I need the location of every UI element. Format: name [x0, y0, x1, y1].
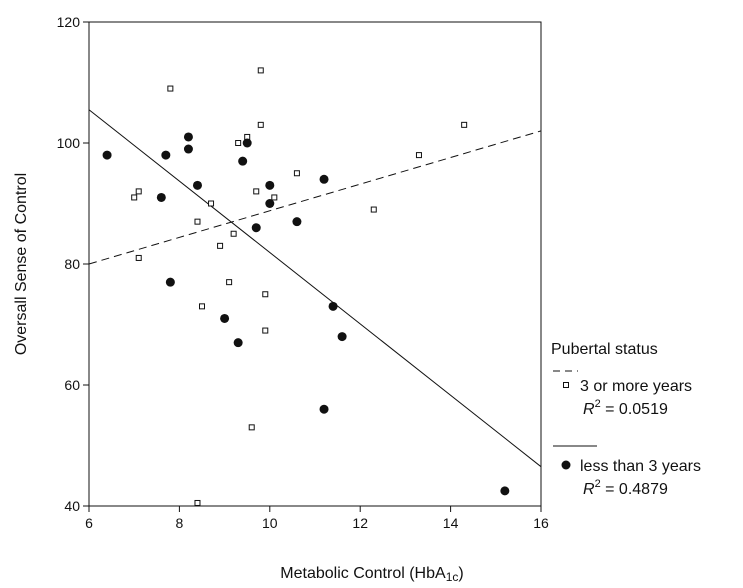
point-less-than-3 [183, 132, 193, 142]
point-3-or-more [293, 170, 300, 177]
point-3-or-more [135, 188, 142, 195]
point-3-or-more [131, 194, 138, 201]
fit-line-less-than-3 [88, 109, 542, 468]
r2-value: = 0.0519 [601, 401, 668, 418]
point-less-than-3 [238, 156, 248, 166]
y-tick-label: 100 [57, 135, 81, 151]
legend-filled-circle-marker [561, 460, 571, 470]
point-less-than-3 [242, 138, 252, 148]
point-3-or-more [135, 254, 142, 261]
point-less-than-3 [319, 404, 329, 414]
point-less-than-3 [165, 277, 175, 287]
r2-exp: 2 [595, 398, 601, 410]
y-tick-label: 60 [64, 377, 80, 393]
y-tick-label: 40 [64, 498, 80, 514]
x-axis-title: Metabolic Control (HbA1c) [280, 565, 463, 584]
point-3-or-more [461, 121, 468, 128]
point-less-than-3 [156, 192, 166, 202]
r2-exp: 2 [595, 478, 601, 490]
point-3-or-more [235, 140, 242, 146]
legend-open-square-marker [563, 382, 569, 388]
y-axis-title: Oversall Sense of Control [13, 173, 30, 355]
plot-area [88, 67, 542, 506]
axes: 6 8 10 12 14 16 40 60 80 100 120 [57, 14, 549, 531]
legend-r2-3-or-more: R2 = 0.0519 [583, 398, 668, 418]
point-3-or-more [226, 279, 233, 286]
legend-label-3-or-more: 3 or more years [580, 378, 692, 395]
y-tick-label: 80 [64, 256, 80, 272]
x-axis-title-end: ) [458, 565, 463, 582]
point-less-than-3 [292, 217, 302, 227]
point-3-or-more [199, 303, 205, 310]
point-3-or-more [257, 67, 264, 74]
point-3-or-more [167, 85, 174, 92]
x-tick-label: 12 [352, 515, 368, 531]
point-3-or-more [257, 121, 264, 128]
point-less-than-3 [265, 180, 275, 190]
legend-label-less-than-3: less than 3 years [580, 458, 701, 475]
legend-r2-less-than-3: R2 = 0.4879 [583, 478, 668, 498]
point-less-than-3 [319, 174, 329, 184]
point-less-than-3 [265, 199, 275, 208]
point-less-than-3 [328, 301, 338, 311]
point-less-than-3 [500, 486, 510, 496]
legend-title: Pubertal status [551, 341, 658, 358]
point-less-than-3 [251, 223, 261, 233]
point-3-or-more [230, 230, 237, 237]
r2-var: R [583, 481, 595, 498]
point-less-than-3 [220, 313, 230, 323]
point-3-or-more [370, 206, 377, 213]
x-tick-label: 16 [533, 515, 549, 531]
point-3-or-more [217, 242, 224, 249]
point-3-or-more [248, 424, 255, 431]
x-tick-label: 14 [443, 515, 459, 531]
point-3-or-more [194, 218, 201, 225]
point-less-than-3 [337, 332, 347, 342]
x-axis-title-subscript: 1c [446, 570, 459, 584]
point-3-or-more [194, 499, 201, 506]
x-tick-label: 8 [176, 515, 184, 531]
point-3-or-more [208, 200, 215, 207]
point-less-than-3 [233, 338, 243, 348]
plot-frame [88, 21, 542, 507]
point-3-or-more [271, 194, 278, 201]
x-tick-label: 10 [262, 515, 278, 531]
r2-var: R [583, 401, 595, 418]
x-tick-label: 6 [85, 515, 93, 531]
point-less-than-3 [183, 144, 193, 154]
point-3-or-more [253, 188, 260, 195]
point-3-or-more [415, 152, 422, 159]
point-3-or-more [262, 291, 269, 298]
legend: Pubertal status 3 or more years R2 = 0.0… [551, 341, 701, 498]
fit-line-3-or-more [88, 130, 542, 265]
point-3-or-more [262, 327, 269, 334]
y-tick-label: 120 [57, 14, 81, 30]
x-axis-title-main: Metabolic Control (HbA [280, 565, 446, 582]
r2-value: = 0.4879 [601, 481, 668, 498]
point-less-than-3 [161, 150, 171, 160]
point-less-than-3 [102, 150, 112, 160]
point-less-than-3 [192, 180, 202, 190]
